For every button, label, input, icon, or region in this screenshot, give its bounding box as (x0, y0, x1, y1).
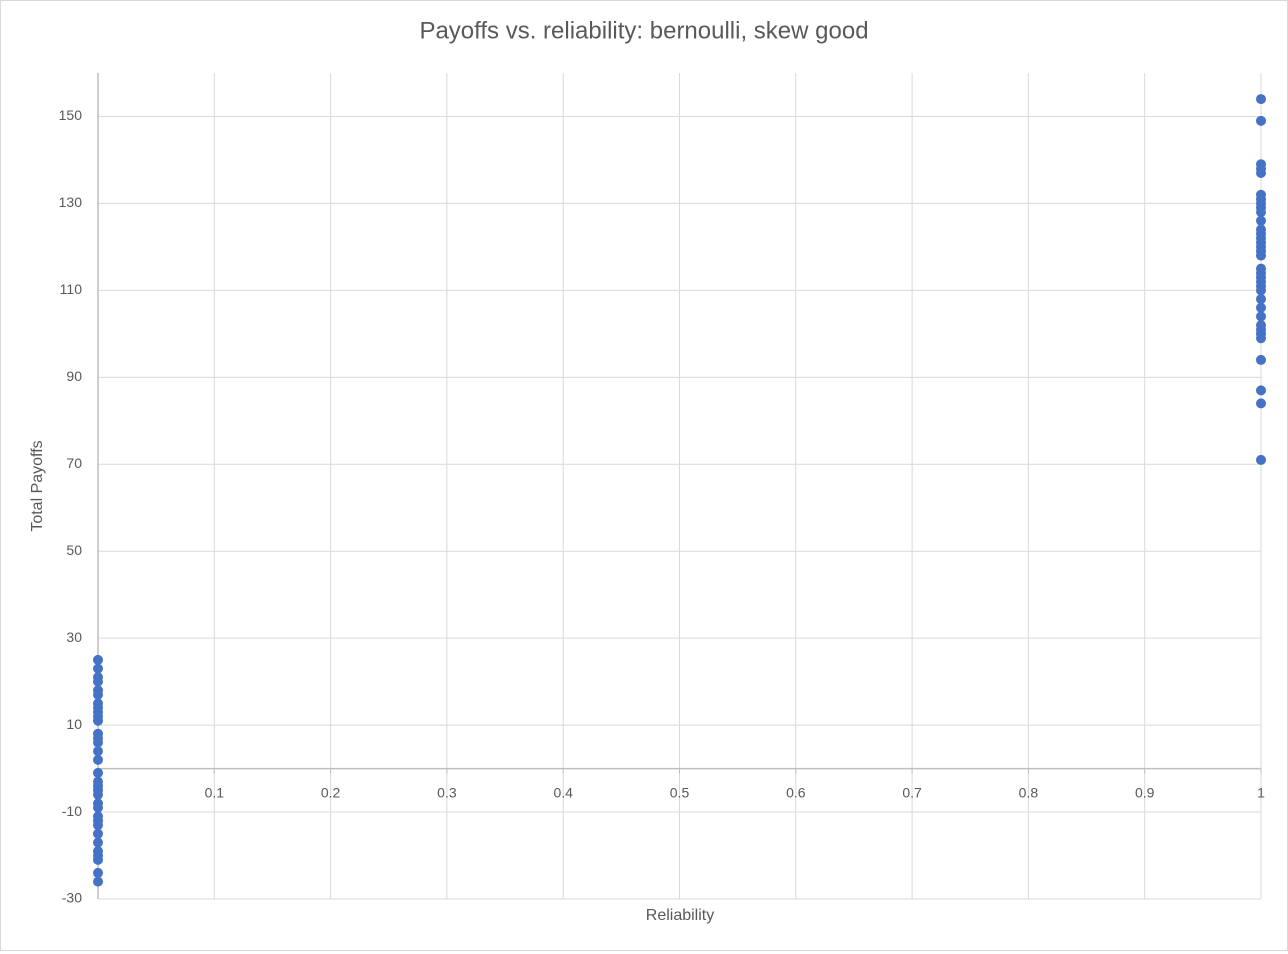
point (1256, 94, 1266, 105)
y-tick-label: 70 (66, 455, 82, 471)
y-tick-label: 110 (60, 281, 83, 297)
point (1256, 115, 1266, 126)
point (93, 876, 103, 887)
point (1256, 333, 1266, 344)
y-tick-label: 10 (66, 716, 82, 732)
y-tick-label: -10 (62, 803, 82, 819)
y-tick-label: -30 (62, 890, 82, 906)
x-tick-label: 1 (1257, 784, 1265, 800)
x-tick-label: 0.9 (1135, 784, 1155, 800)
chart-title: Payoffs vs. reliability: bernoulli, skew… (419, 17, 868, 44)
point (93, 837, 103, 848)
y-tick-label: 150 (59, 107, 83, 123)
point (93, 867, 103, 878)
point (1256, 294, 1266, 305)
point (1256, 311, 1266, 322)
x-tick-label: 0.2 (321, 784, 341, 800)
y-tick-label: 90 (66, 368, 82, 384)
x-tick-label: 0.4 (553, 784, 573, 800)
x-tick-label: 0.5 (670, 784, 690, 800)
point (1256, 302, 1266, 313)
x-tick-label: 0.8 (1019, 784, 1039, 800)
x-axis-title: Reliability (646, 907, 714, 924)
y-tick-label: 130 (59, 194, 83, 210)
point (1256, 454, 1266, 465)
point (93, 828, 103, 839)
point (1256, 285, 1266, 296)
point (93, 746, 103, 757)
point (93, 754, 103, 765)
point (93, 676, 103, 687)
x-tick-label: 0.1 (205, 784, 225, 800)
point (93, 715, 103, 726)
point (93, 654, 103, 665)
point (93, 767, 103, 778)
point (1256, 250, 1266, 261)
y-axis-title: Total Payoffs (29, 440, 46, 531)
x-tick-label: 0.7 (902, 784, 922, 800)
y-tick-label: 50 (66, 542, 82, 558)
y-tick-label: 30 (66, 629, 82, 645)
point (1256, 207, 1266, 218)
point (1256, 167, 1266, 178)
x-tick-label: 0.3 (437, 784, 457, 800)
x-tick-label: 0.6 (786, 784, 806, 800)
point (93, 737, 103, 748)
point (93, 663, 103, 674)
point (93, 689, 103, 700)
point (93, 820, 103, 831)
point (1256, 385, 1266, 396)
point (1256, 398, 1266, 409)
point (93, 789, 103, 800)
point (1256, 215, 1266, 226)
point (1256, 354, 1266, 365)
point (93, 854, 103, 865)
point (93, 802, 103, 813)
